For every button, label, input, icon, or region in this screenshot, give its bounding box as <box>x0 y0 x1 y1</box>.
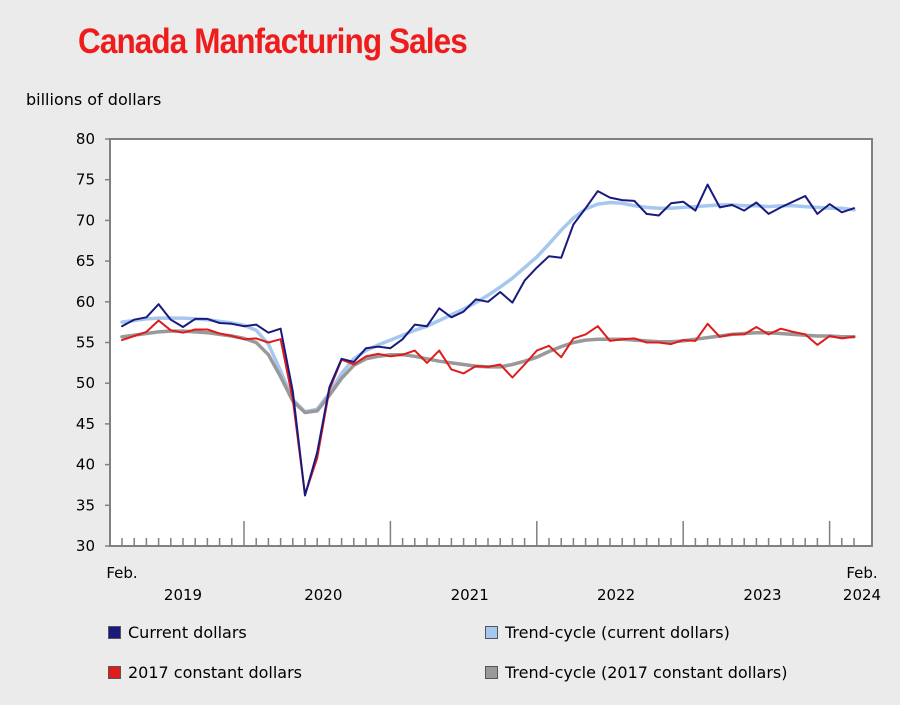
x-year-label: 2024 <box>843 586 881 604</box>
x-tick-label-first: Feb. <box>106 564 137 582</box>
legend-swatch <box>108 626 121 639</box>
series-line-2017-constant-dollars <box>121 319 855 496</box>
y-tick-label: 35 <box>76 496 95 514</box>
legend-swatch <box>108 666 121 679</box>
chart-title: Canada Manfacturing Sales <box>78 22 468 61</box>
y-tick-label: 30 <box>76 537 95 555</box>
legend-label: Trend-cycle (2017 constant dollars) <box>505 663 788 682</box>
legend-item-current-dollars: Current dollars <box>108 623 247 642</box>
x-tick-label-last: Feb. <box>846 564 877 582</box>
plot-area <box>109 138 873 547</box>
legend-item-constant-dollars: 2017 constant dollars <box>108 663 302 682</box>
y-tick-label: 50 <box>76 374 95 392</box>
y-tick-label: 45 <box>76 415 95 433</box>
y-tick-label: 60 <box>76 293 95 311</box>
y-tick-label: 80 <box>76 130 95 148</box>
legend-item-trend-constant: Trend-cycle (2017 constant dollars) <box>485 663 787 682</box>
x-year-label: 2023 <box>743 586 781 604</box>
y-tick-label: 75 <box>76 171 95 189</box>
legend-label: Trend-cycle (current dollars) <box>505 623 730 642</box>
x-year-label: 2020 <box>304 586 342 604</box>
y-tick-label: 55 <box>76 334 95 352</box>
x-year-label: 2021 <box>451 586 489 604</box>
x-year-label: 2022 <box>597 586 635 604</box>
y-axis-unit-label: billions of dollars <box>26 90 162 109</box>
legend-label: 2017 constant dollars <box>128 663 302 682</box>
legend-label: Current dollars <box>128 623 247 642</box>
y-tick-label: 65 <box>76 252 95 270</box>
legend-swatch <box>485 626 498 639</box>
legend-item-trend-current: Trend-cycle (current dollars) <box>485 623 730 642</box>
legend-swatch <box>485 666 498 679</box>
y-tick-label: 70 <box>76 211 95 229</box>
x-year-label: 2019 <box>164 586 202 604</box>
y-tick-label: 40 <box>76 456 95 474</box>
series-line-current-dollars <box>121 183 855 497</box>
